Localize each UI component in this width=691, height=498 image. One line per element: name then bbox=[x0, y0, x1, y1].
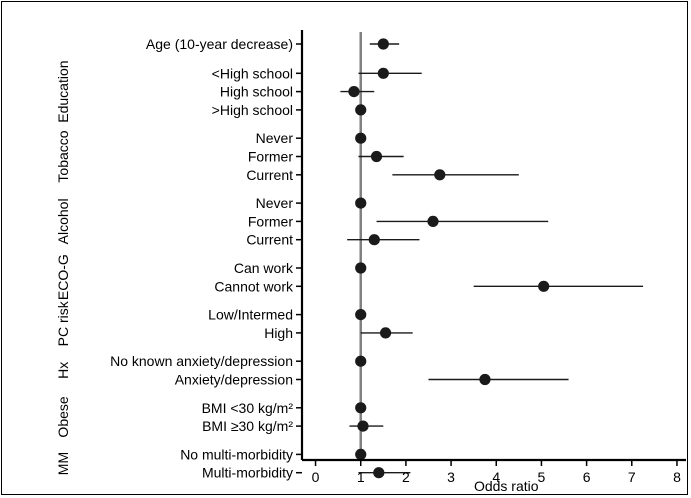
row-label-bmi-30-kg-m: BMI <30 kg/m² bbox=[202, 400, 294, 416]
x-tick-label: 4 bbox=[492, 469, 500, 485]
group-label-obese: Obese bbox=[55, 396, 71, 437]
estimate-point-6 bbox=[370, 150, 383, 163]
estimate-point-11 bbox=[355, 262, 367, 274]
x-axis-title: Odds ratio bbox=[474, 478, 539, 494]
group-label-hx: Hx bbox=[55, 362, 71, 379]
x-tick-label: 2 bbox=[402, 469, 410, 485]
x-tick-label: 7 bbox=[628, 469, 636, 485]
estimate-point-12 bbox=[538, 280, 550, 292]
group-labels: Education Tobacco Alcohol ECO-GPC risk Hx Obe… bbox=[55, 60, 71, 475]
row-label-bmi-30-kg-m: BMI ≥30 kg/m² bbox=[202, 418, 293, 434]
x-tick-label: 3 bbox=[447, 469, 455, 485]
estimate-point-10 bbox=[368, 234, 380, 246]
x-tick-label: 8 bbox=[673, 469, 681, 485]
row-label-high-school: >High school bbox=[212, 102, 293, 118]
estimates bbox=[340, 38, 644, 479]
group-label-eco-g: ECO-G bbox=[55, 254, 71, 300]
estimate-point-18 bbox=[357, 420, 369, 432]
row-label-cannot-work: Cannot work bbox=[214, 278, 294, 294]
row-label-current: Current bbox=[246, 167, 293, 183]
group-label-pc-risk: PC risk bbox=[55, 300, 71, 346]
row-label-former: Former bbox=[248, 213, 293, 229]
x-tick-label: 1 bbox=[357, 469, 365, 485]
row-label-low-intermed: Low/Intermed bbox=[208, 307, 293, 323]
x-tick-label: 6 bbox=[583, 469, 591, 485]
estimate-point-5 bbox=[355, 132, 367, 144]
estimate-point-16 bbox=[479, 373, 491, 386]
estimate-point-13 bbox=[355, 309, 367, 321]
row-label-no-multi-morbidity: No multi-morbidity bbox=[180, 446, 293, 462]
estimate-point-2 bbox=[377, 67, 389, 79]
row-label-multi-morbidity: Multi-morbidity bbox=[202, 465, 293, 481]
estimate-point-8 bbox=[355, 197, 367, 209]
group-label-tobacco: Tobacco bbox=[55, 130, 71, 182]
x-ticks: 0 1 2 3 4 5 6 7 8 bbox=[312, 460, 681, 485]
x-tick-label: 0 bbox=[312, 469, 320, 485]
estimate-point-19 bbox=[355, 448, 367, 460]
group-label-education: Education bbox=[55, 60, 71, 122]
group-label-alcohol: Alcohol bbox=[55, 198, 71, 244]
row-label-age-10-year-decrease: Age (10-year decrease) bbox=[146, 36, 293, 52]
row-label-high-school: High school bbox=[220, 84, 293, 100]
estimate-point-3 bbox=[348, 86, 360, 98]
row-label-high-school: <High school bbox=[212, 65, 293, 81]
row-label-anxiety-depression: Anxiety/depression bbox=[175, 372, 293, 388]
estimate-point-15 bbox=[355, 355, 367, 367]
row-label-high: High bbox=[264, 325, 293, 341]
estimate-point-4 bbox=[355, 104, 367, 116]
row-label-current: Current bbox=[246, 232, 293, 248]
row-label-never: Never bbox=[256, 195, 294, 211]
row-label-never: Never bbox=[256, 130, 294, 146]
estimate-point-17 bbox=[355, 402, 367, 414]
estimate-point-14 bbox=[379, 327, 392, 339]
row-label-no-known-anxiety-depression: No known anxiety/depression bbox=[110, 353, 293, 369]
row-labels: Age (10-year decrease) <High school High s… bbox=[110, 36, 302, 481]
estimate-point-1 bbox=[377, 38, 389, 50]
row-label-can-work: Can work bbox=[234, 260, 294, 276]
estimate-point-9 bbox=[427, 215, 439, 227]
x-tick-label: 5 bbox=[538, 469, 546, 485]
row-label-former: Former bbox=[248, 149, 293, 165]
group-label-mm: MM bbox=[55, 452, 71, 475]
estimate-point-20 bbox=[373, 467, 385, 479]
estimate-point-7 bbox=[434, 169, 446, 181]
